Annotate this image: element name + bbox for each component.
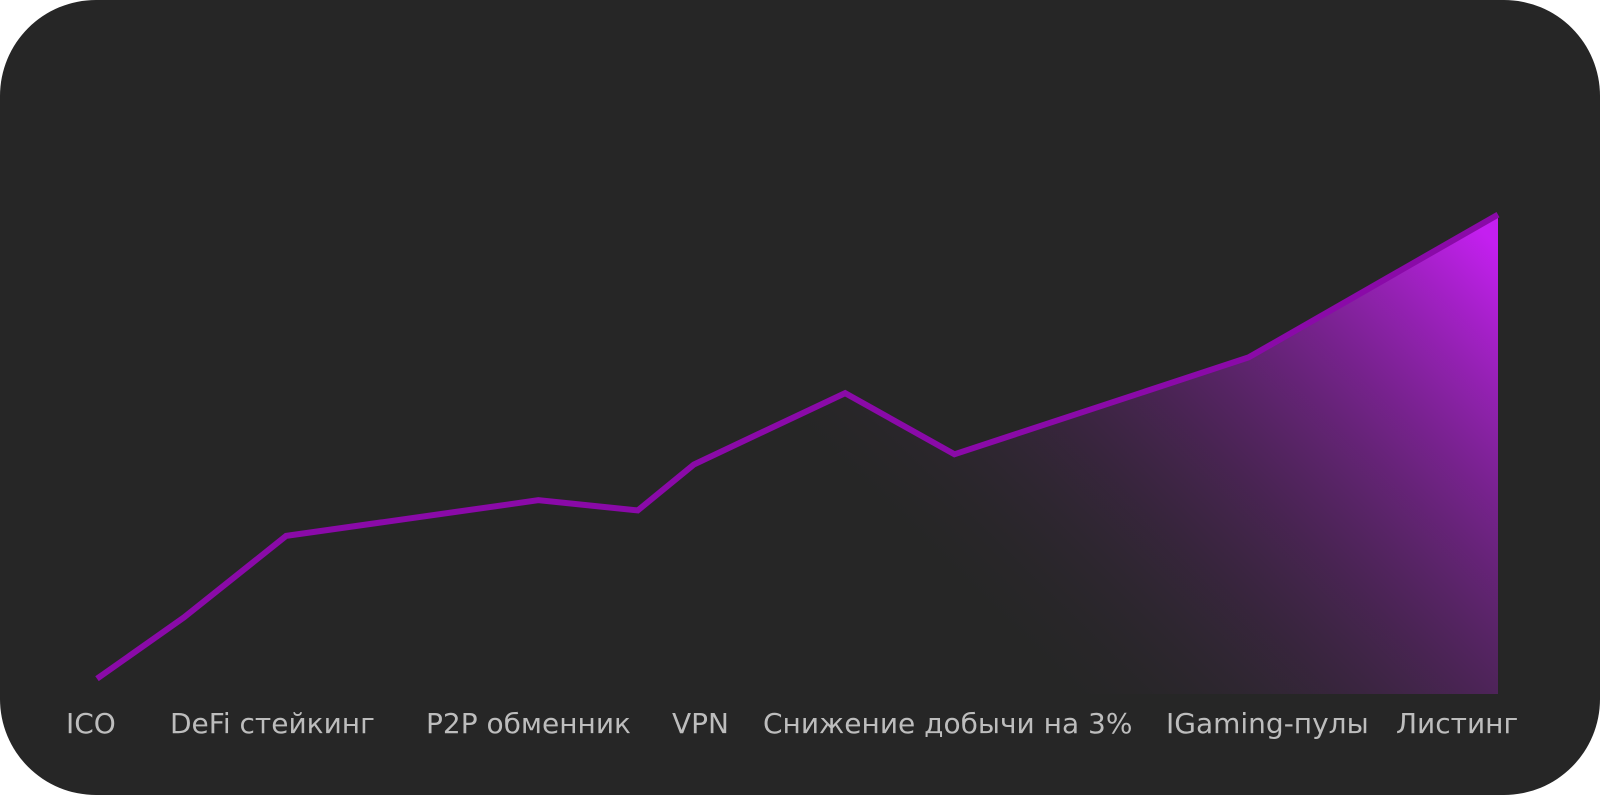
- area-fill: [97, 214, 1498, 694]
- milestone-label: ICO: [66, 707, 116, 740]
- milestone-label: DeFi стейкинг: [170, 707, 375, 740]
- milestone-label: IGaming-пулы: [1166, 707, 1369, 740]
- milestone-label: P2P обменник: [426, 707, 631, 740]
- milestone-label: Снижение добычи на 3%: [763, 707, 1132, 740]
- milestone-label: Листинг: [1396, 707, 1518, 740]
- line: [95, 211, 1500, 682]
- milestone-label: VPN: [672, 707, 729, 740]
